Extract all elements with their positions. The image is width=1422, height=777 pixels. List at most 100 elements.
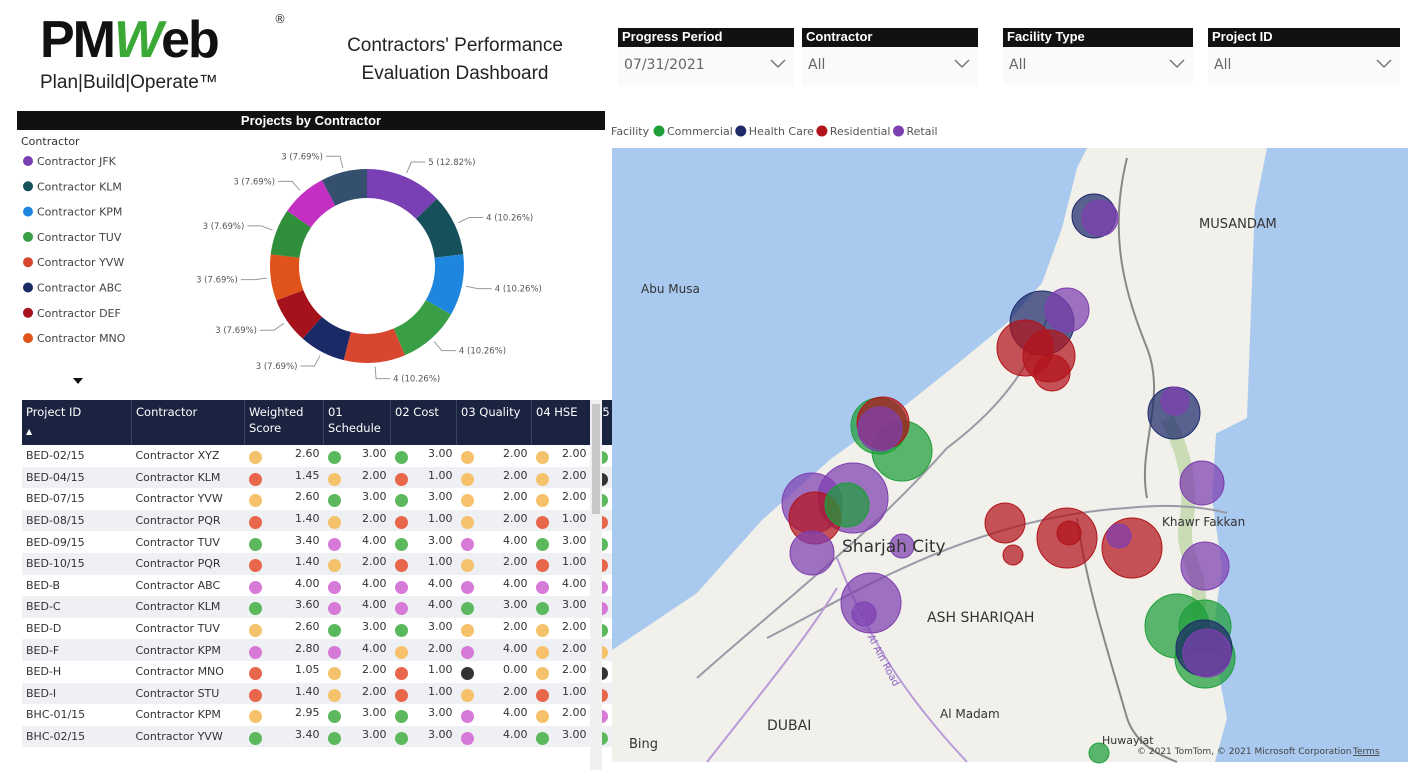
table-cell: 1.00 xyxy=(531,509,591,532)
table-cell: 1.40 xyxy=(244,552,324,575)
table-cell: 3.00 xyxy=(456,596,532,618)
column-header-text: Project ID xyxy=(26,405,82,419)
table-cell: Contractor STU xyxy=(131,682,245,705)
cell-text: 1.00 xyxy=(428,684,453,698)
status-dot xyxy=(535,559,549,573)
dropdown-chevron xyxy=(1169,59,1185,69)
status-dot xyxy=(535,516,549,530)
status-dot xyxy=(460,580,474,594)
cell-text: 3.00 xyxy=(562,598,587,612)
filter[interactable]: Progress Period 07/31/2021 xyxy=(618,28,794,86)
cell-text: 4.00 xyxy=(295,576,320,590)
status-dot xyxy=(248,710,262,724)
status-dot xyxy=(460,602,474,616)
column-header[interactable]: Weighted Score xyxy=(244,400,324,445)
table-cell: BED-B xyxy=(22,575,132,597)
filter-value-text: All xyxy=(1214,57,1232,73)
cell-text: BED-07/15 xyxy=(26,492,85,506)
table-cell: 1.40 xyxy=(244,682,324,705)
column-header[interactable]: 01 Schedule xyxy=(323,400,391,445)
table-scrollbar[interactable] xyxy=(590,400,602,770)
map-bubble xyxy=(857,406,903,452)
column-header[interactable]: Project ID ▲ xyxy=(22,400,132,445)
cell-text: 2.00 xyxy=(562,641,587,655)
legend-dot xyxy=(23,206,33,217)
cell-text: 2.00 xyxy=(562,468,587,482)
cell-text: BHC-01/15 xyxy=(26,708,86,722)
table-cell: 2.00 xyxy=(324,661,391,683)
cell-text: BED-02/15 xyxy=(26,449,85,463)
data-label: 4 (10.26%) xyxy=(459,347,506,357)
cell-text: 4.00 xyxy=(562,576,587,590)
table-cell: 2.00 xyxy=(532,445,591,467)
table-cell: 2.00 xyxy=(456,509,532,532)
cell-text: 1.00 xyxy=(428,512,453,526)
table-cell: BED-F xyxy=(22,639,132,661)
filter[interactable]: Project ID All xyxy=(1208,28,1400,86)
cell-text: 2.95 xyxy=(295,706,320,720)
dropdown-chevron xyxy=(1376,59,1392,69)
legend-dot xyxy=(23,156,33,166)
table-cell: 1.00 xyxy=(390,552,457,575)
status-dot xyxy=(460,472,474,486)
donut-slice xyxy=(270,254,304,301)
cell-text: 3.00 xyxy=(362,728,387,742)
cell-text: Contractor MNO xyxy=(135,665,224,679)
status-dot xyxy=(460,688,474,702)
logo-part: eb xyxy=(161,11,220,69)
map-bubble xyxy=(1179,460,1225,506)
place-label: Khawr Fakkan xyxy=(1162,515,1245,529)
cell-text: 3.00 xyxy=(428,447,453,461)
place-label: Huwaylat xyxy=(1102,734,1154,747)
cell-text: 4.00 xyxy=(362,533,387,547)
table-row: BED-04/15 Contractor KLM 1.45 2.00 1.00 2.00 2… xyxy=(22,466,662,489)
filter-value: All xyxy=(1208,47,1400,85)
column-header[interactable]: 03 Quality xyxy=(456,400,532,445)
cell-text: Contractor TUV xyxy=(135,535,220,549)
filter[interactable]: Contractor All xyxy=(802,28,978,86)
table-cell: Contractor ABC xyxy=(132,575,245,597)
legend-label: Contractor YVW xyxy=(37,256,124,269)
filter-label: Contractor xyxy=(802,28,978,47)
cell-text: Contractor KLM xyxy=(135,470,221,484)
place-label: MUSANDAM xyxy=(1199,217,1277,232)
table-cell: 4.00 xyxy=(457,575,532,597)
leader-line xyxy=(458,217,484,224)
map-terms[interactable]: Terms xyxy=(1352,747,1380,757)
donut-slice xyxy=(287,180,336,228)
status-dot xyxy=(460,537,474,551)
status-dot xyxy=(327,516,341,530)
table-cell: BED-07/15 xyxy=(22,488,132,510)
data-label: 3 (7.69%) xyxy=(281,152,323,162)
status-dot xyxy=(535,688,549,702)
status-dot xyxy=(535,537,549,551)
table-cell: 1.00 xyxy=(390,509,457,532)
filter-value: All xyxy=(1003,47,1193,85)
table-cell: Contractor PQR xyxy=(131,552,245,575)
column-header[interactable]: 04 HSE xyxy=(531,400,591,445)
table-cell: Contractor TUV xyxy=(132,531,245,553)
legend-label: Contractor MNO xyxy=(37,332,126,345)
data-label: 3 (7.69%) xyxy=(196,276,238,286)
column-header[interactable]: Contractor xyxy=(131,400,245,445)
table-cell: 3.00 xyxy=(324,488,391,510)
map-bubble xyxy=(1088,742,1110,764)
filter[interactable]: Facility Type All xyxy=(1003,28,1193,86)
column-header[interactable]: 02 Cost xyxy=(390,400,457,445)
border xyxy=(1117,157,1155,499)
cell-text: BED-B xyxy=(26,578,61,592)
donut-chart: Contractor 5 (12.82%) 4 (10.26%) 4 (10.26%… xyxy=(21,135,542,385)
status-dot xyxy=(248,516,262,530)
cell-text: Contractor TUV xyxy=(135,622,220,636)
map-bubble xyxy=(1182,628,1232,678)
legend-scroll-arrow[interactable] xyxy=(73,378,83,384)
legend-dot xyxy=(23,257,33,268)
table-cell: Contractor XYZ xyxy=(132,445,245,467)
scroll-thumb[interactable] xyxy=(592,404,600,514)
cell-text: Contractor YVW xyxy=(135,730,223,744)
table-cell: Contractor YVW xyxy=(132,488,245,510)
status-dot xyxy=(460,494,474,508)
leader-line xyxy=(247,225,273,231)
place-label: DUBAI xyxy=(767,718,811,734)
